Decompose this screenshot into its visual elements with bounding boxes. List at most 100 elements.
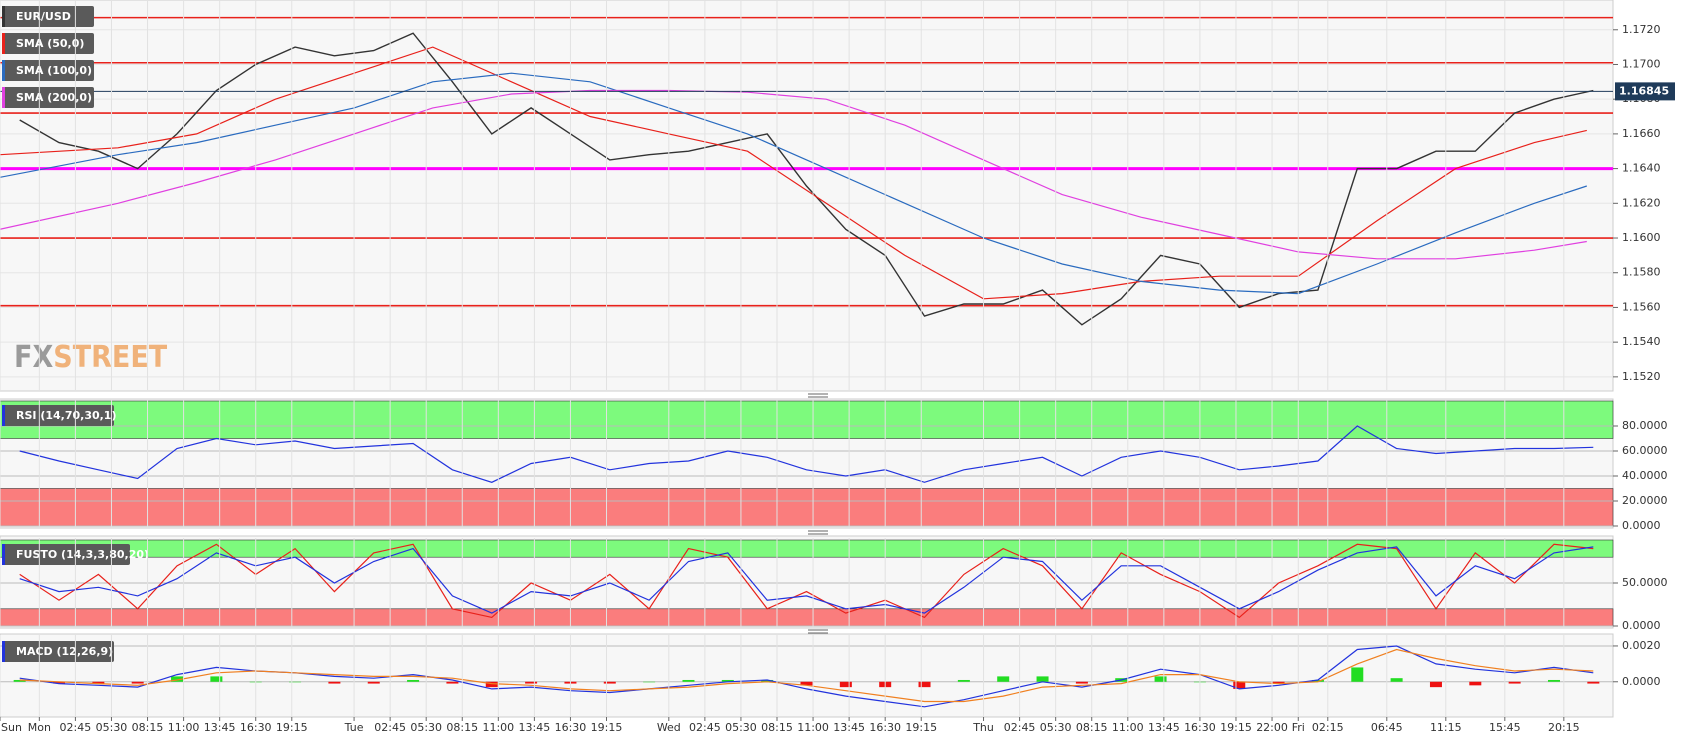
histogram-bar	[997, 676, 1010, 682]
legend-swatch	[2, 6, 5, 27]
x-tick-label: Fri	[1292, 721, 1305, 734]
indicator-swatch	[2, 641, 5, 662]
histogram-bar	[1429, 681, 1442, 688]
histogram-bar	[485, 681, 498, 688]
histogram-bar	[1469, 681, 1482, 686]
zone	[0, 608, 1614, 627]
legend-label: EUR/USD	[16, 10, 71, 23]
y-tick-label: 0.0000	[1622, 675, 1661, 688]
histogram-bar	[328, 681, 341, 684]
y-tick-label: 50.0000	[1622, 576, 1668, 589]
x-tick-label: 02:45	[374, 721, 406, 734]
x-tick-label: 15:45	[1489, 721, 1521, 734]
histogram-bar	[210, 676, 223, 682]
zone	[0, 400, 1614, 439]
y-tick-label: 1.1560	[1622, 300, 1661, 313]
last-price-box	[1615, 82, 1675, 101]
x-tick-label: Tue	[344, 721, 364, 734]
zone	[0, 539, 1614, 558]
legend-swatch	[2, 33, 5, 54]
indicator-label: MACD (12,26,9)	[16, 645, 113, 658]
indicator-box	[2, 641, 114, 662]
x-tick-label: 11:00	[797, 721, 829, 734]
macd-panel	[0, 633, 1614, 718]
histogram-bar	[839, 681, 852, 688]
series-line	[19, 425, 1594, 483]
y-tick-label: 1.1660	[1622, 127, 1661, 140]
histogram-bar	[603, 681, 616, 684]
legend-label: SMA (50,0)	[16, 37, 84, 50]
histogram-bar	[918, 681, 931, 688]
x-tick-label: 08:15	[761, 721, 793, 734]
zone	[0, 488, 1614, 527]
histogram-bar	[1154, 676, 1167, 682]
legend-box	[2, 33, 94, 54]
histogram-bar	[92, 681, 105, 684]
x-tick-label: 02:45	[1004, 721, 1036, 734]
x-tick-label: 08:15	[132, 721, 164, 734]
x-tick-label: 13:45	[1148, 721, 1180, 734]
x-tick-label: 13:45	[204, 721, 236, 734]
histogram-bar	[761, 679, 774, 682]
y-tick-label: 40.0000	[1622, 469, 1668, 482]
y-tick-label: 1.1700	[1622, 57, 1661, 70]
x-tick-label: 05:30	[96, 721, 128, 734]
series-line	[0, 72, 1587, 295]
histogram-bar	[289, 681, 302, 683]
y-tick-label: 20.0000	[1622, 494, 1668, 507]
x-tick-label: 05:30	[1040, 721, 1072, 734]
x-tick-label: 16:30	[1184, 721, 1216, 734]
histogram-bar	[721, 679, 734, 682]
histogram-bar	[957, 679, 970, 682]
histogram-bar	[643, 681, 656, 683]
watermark: FXSTREET	[14, 340, 168, 375]
histogram-bar	[1547, 679, 1560, 682]
legend-box	[2, 6, 94, 27]
x-tick-label: 20:15	[1548, 721, 1580, 734]
y-tick-label: 1.1720	[1622, 23, 1661, 36]
series-line	[19, 543, 1594, 619]
series-line	[0, 46, 1587, 300]
y-tick-label: 1.1540	[1622, 335, 1661, 348]
y-tick-label: 1.1600	[1622, 231, 1661, 244]
series-line	[19, 648, 1594, 703]
y-tick-label: 0.0000	[1622, 619, 1661, 632]
series-line	[19, 546, 1594, 614]
x-tick-label: 11:15	[1430, 721, 1462, 734]
x-tick-label: 22:00	[1256, 721, 1288, 734]
indicator-label: FUSTO (14,3,3,80,20)	[16, 548, 149, 561]
histogram-bar	[1587, 681, 1600, 684]
x-tick-label: Mon	[28, 721, 51, 734]
y-tick-label: 60.0000	[1622, 444, 1668, 457]
y-tick-label: 1.1640	[1622, 162, 1661, 175]
histogram-bar	[367, 681, 380, 684]
y-tick-label: 1.1520	[1622, 370, 1661, 383]
histogram-bar	[131, 681, 144, 684]
panel-handles	[808, 393, 828, 634]
histogram-bar	[1390, 678, 1403, 682]
x-tick-label: 13:45	[833, 721, 865, 734]
x-tick-label: Wed	[657, 721, 681, 734]
y-tick-label: 1.1580	[1622, 266, 1661, 279]
legend-label: SMA (200,0)	[16, 91, 92, 104]
legend-swatch	[2, 87, 5, 108]
histogram-bar	[1036, 676, 1049, 682]
x-tick-label: 05:30	[410, 721, 442, 734]
histogram-bar	[13, 679, 26, 682]
indicator-box	[2, 405, 114, 426]
x-tick-label: 08:15	[1076, 721, 1108, 734]
watermark-part: FX	[14, 340, 53, 375]
x-tick-label: 06:45	[1371, 721, 1403, 734]
x-tick-label: 16:30	[869, 721, 901, 734]
x-tick-label: 11:00	[482, 721, 514, 734]
legend-swatch	[2, 60, 5, 81]
histogram-bar	[53, 681, 66, 684]
indicator-box	[2, 544, 130, 565]
watermark-part: STREET	[53, 340, 168, 375]
histogram-bar	[446, 681, 459, 684]
x-tick-label: 19:15	[276, 721, 308, 734]
series-line	[0, 89, 1587, 260]
x-tick-label: 19:15	[905, 721, 937, 734]
x-tick-label: 02:45	[689, 721, 721, 734]
histogram-bar	[171, 676, 184, 682]
